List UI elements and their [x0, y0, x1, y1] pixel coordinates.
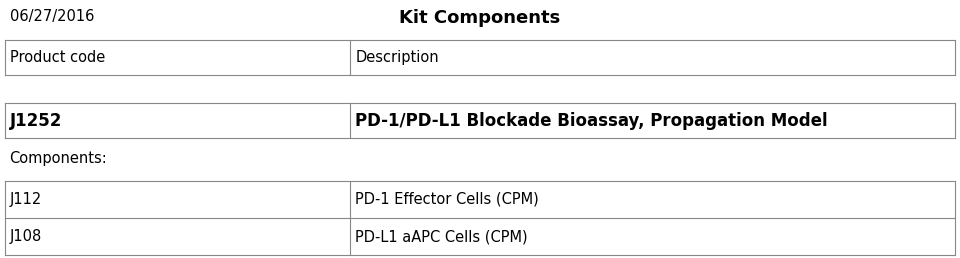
- Text: PD-L1 aAPC Cells (CPM): PD-L1 aAPC Cells (CPM): [355, 229, 528, 244]
- Text: J1252: J1252: [10, 112, 62, 130]
- Text: PD-1/PD-L1 Blockade Bioassay, Propagation Model: PD-1/PD-L1 Blockade Bioassay, Propagatio…: [355, 112, 828, 130]
- Text: Description: Description: [355, 50, 439, 65]
- Text: PD-1 Effector Cells (CPM): PD-1 Effector Cells (CPM): [355, 192, 539, 207]
- Text: 06/27/2016: 06/27/2016: [10, 9, 94, 24]
- Text: Components:: Components:: [10, 151, 108, 166]
- Text: J112: J112: [10, 192, 42, 207]
- Text: Kit Components: Kit Components: [399, 9, 561, 27]
- Text: J108: J108: [10, 229, 42, 244]
- Text: Product code: Product code: [10, 50, 105, 65]
